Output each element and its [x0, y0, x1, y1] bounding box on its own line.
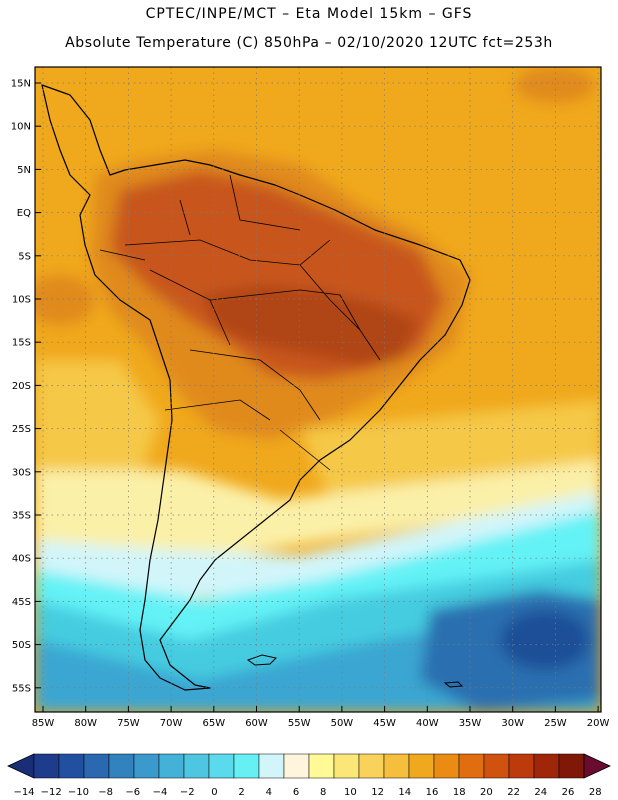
chart-title: CPTEC/INPE/MCT – Eta Model 15km – GFS: [145, 6, 473, 22]
field-pacific-warm: [35, 275, 95, 325]
colorbar-label: −12: [41, 787, 62, 798]
colorbar-label: −4: [153, 787, 168, 798]
longitude-label: 45W: [373, 718, 396, 729]
field-ocean-mid-west: [35, 360, 160, 490]
longitude-label: 60W: [245, 718, 268, 729]
longitude-label: 70W: [160, 718, 183, 729]
colorbar-min-arrow: [7, 753, 35, 779]
colorbar-label: 14: [398, 787, 411, 798]
colorbar-cell: [258, 753, 285, 779]
longitude-label: 50W: [331, 718, 354, 729]
field-pale: [35, 490, 601, 610]
colorbar-label: 2: [238, 787, 244, 798]
latitude-label: 10N: [11, 122, 31, 133]
latitude-label: 40S: [12, 554, 31, 565]
latitude-label: 45S: [12, 597, 31, 608]
colorbar-cell: [358, 753, 385, 779]
colorbar-label: −2: [180, 787, 195, 798]
latitude-label: 10S: [12, 295, 31, 306]
longitude-label: 75W: [117, 718, 140, 729]
longitude-label: 80W: [74, 718, 97, 729]
colorbar-label: 8: [320, 787, 326, 798]
colorbar-cell: [233, 753, 260, 779]
colorbar: −14 −12 −10 −8 −6 −4 −2 0 2 4 6 8 10 12 14 16 18 20 22 24 26…: [7, 753, 611, 798]
colorbar-cell: [533, 753, 560, 779]
colorbar-label: 12: [371, 787, 384, 798]
longitude-label: 55W: [288, 718, 311, 729]
colorbar-cell: [58, 753, 85, 779]
colorbar-label: 0: [211, 787, 217, 798]
colorbar-label: 18: [453, 787, 466, 798]
latitude-label: 35S: [12, 511, 31, 522]
coastline: [41, 84, 471, 691]
graticule: [35, 67, 601, 712]
colorbar-cell: [508, 753, 535, 779]
latitude-label: EQ: [17, 208, 31, 219]
longitude-label: 40W: [416, 718, 439, 729]
field-very-hot: [200, 285, 420, 365]
latitude-label: 30S: [12, 467, 31, 478]
colorbar-cell: [458, 753, 485, 779]
colorbar-cell: [108, 753, 135, 779]
colorbar-cell: [158, 753, 185, 779]
country-borders: [99, 174, 381, 471]
longitude-label: 85W: [32, 718, 55, 729]
latitude-label: 15S: [12, 338, 31, 349]
colorbar-cell: [333, 753, 360, 779]
axis-ticks: [35, 82, 599, 712]
colorbar-label: 28: [589, 787, 602, 798]
falkland-islands: [246, 654, 278, 666]
field-navy: [500, 610, 590, 670]
colorbar-label: −6: [125, 787, 140, 798]
field-cool: [35, 460, 601, 560]
colorbar-label: −14: [13, 787, 34, 798]
colorbar-label: 16: [426, 787, 439, 798]
longitude-label: 30W: [501, 718, 524, 729]
longitude-label: 25W: [544, 718, 567, 729]
colorbar-cell: [208, 753, 235, 779]
longitude-labels: 85W 80W 75W 70W 65W 60W 55W 50W 45W 40W 35W 30W 25W 2…: [32, 718, 610, 729]
colorbar-cell: [483, 753, 510, 779]
colorbar-label: 20: [480, 787, 493, 798]
latitude-label: 25S: [12, 424, 31, 435]
south-georgia: [443, 681, 464, 688]
map-frame: [34, 66, 602, 713]
longitude-label: 20W: [587, 718, 610, 729]
latitude-label: 5S: [18, 251, 31, 262]
colorbar-cell: [433, 753, 460, 779]
colorbar-cell: [183, 753, 210, 779]
temperature-field: [35, 67, 601, 712]
latitude-label: 15N: [11, 79, 31, 90]
longitude-label: 65W: [202, 718, 225, 729]
colorbar-label: 22: [507, 787, 520, 798]
colorbar-cell: [408, 753, 435, 779]
colorbar-label: −10: [68, 787, 89, 798]
longitude-label: 35W: [459, 718, 482, 729]
colorbar-label: 10: [344, 787, 357, 798]
colorbar-cell: [308, 753, 335, 779]
latitude-label: 20S: [12, 381, 31, 392]
colorbar-cell: [83, 753, 110, 779]
colorbar-cell: [558, 753, 585, 779]
colorbar-max-arrow: [583, 753, 611, 779]
latitude-labels: 15N 10N 5N EQ 5S 10S 15S 20S 25S 30S 35S 40S 45S 50S 5…: [11, 79, 31, 695]
colorbar-label: 4: [266, 787, 272, 798]
chart-subtitle: Absolute Temperature (C) 850hPa – 02/10/…: [65, 35, 553, 51]
field-atlantic-warm: [515, 67, 595, 103]
colorbar-label: 24: [534, 787, 547, 798]
colorbar-label: 6: [293, 787, 299, 798]
latitude-label: 55S: [12, 683, 31, 694]
colorbar-cell: [133, 753, 160, 779]
colorbar-cell: [283, 753, 310, 779]
colorbar-cell: [33, 753, 60, 779]
latitude-label: 5N: [17, 165, 31, 176]
colorbar-cell: [383, 753, 410, 779]
colorbar-label: −8: [98, 787, 113, 798]
latitude-label: 50S: [12, 640, 31, 651]
colorbar-label: 26: [562, 787, 575, 798]
